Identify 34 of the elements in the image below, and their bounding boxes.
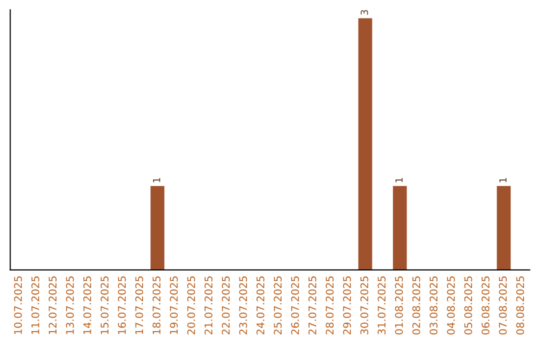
x-tick-label: 22.07.2025 — [222, 276, 230, 334]
x-tick-label: 31.07.2025 — [378, 276, 386, 334]
x-tick-label: 27.07.2025 — [308, 276, 316, 334]
x-tick-label: 30.07.2025 — [360, 276, 368, 334]
x-tick-label: 08.08.2025 — [516, 276, 524, 334]
x-tick-label: 17.07.2025 — [135, 276, 144, 334]
x-tick-label: 13.07.2025 — [66, 276, 74, 334]
x-tick-label: 24.07.2025 — [256, 276, 264, 334]
x-tick-label: 05.08.2025 — [464, 276, 472, 334]
data-label: 1 — [153, 178, 160, 182]
x-tick-label: 10.07.2025 — [14, 276, 22, 334]
x-tick-label: 23.07.2025 — [239, 276, 248, 334]
x-tick-label: 04.08.2025 — [446, 276, 455, 334]
x-tick-label: 16.07.2025 — [118, 276, 126, 334]
x-tick-label: 20.07.2025 — [187, 276, 196, 334]
x-tick-label: 21.07.2025 — [204, 276, 212, 334]
x-tick-label: 18.07.2025 — [152, 276, 160, 334]
x-tick-label: 02.08.2025 — [412, 276, 420, 334]
x-tick-label: 11.07.2025 — [31, 276, 40, 334]
x-tick-label: 26.07.2025 — [291, 276, 299, 334]
x-tick-label: 01.08.2025 — [395, 276, 403, 334]
x-tick-label: 25.07.2025 — [274, 276, 282, 334]
x-tick-label: 28.07.2025 — [326, 276, 334, 334]
x-tick-label: 14.07.2025 — [83, 276, 92, 334]
x-tick-label: 03.08.2025 — [430, 276, 438, 334]
data-label: 3 — [360, 10, 368, 15]
data-label: 1 — [499, 178, 506, 182]
x-tick-label: 29.07.2025 — [343, 276, 351, 334]
x-tick-label: 06.08.2025 — [482, 276, 490, 334]
x-tick-label: 19.07.2025 — [170, 276, 178, 334]
data-label: 1 — [395, 178, 403, 182]
x-tick-label: 15.07.2025 — [100, 276, 109, 334]
x-tick-label: 12.07.2025 — [48, 276, 57, 334]
x-tick-label: 07.08.2025 — [498, 276, 507, 334]
